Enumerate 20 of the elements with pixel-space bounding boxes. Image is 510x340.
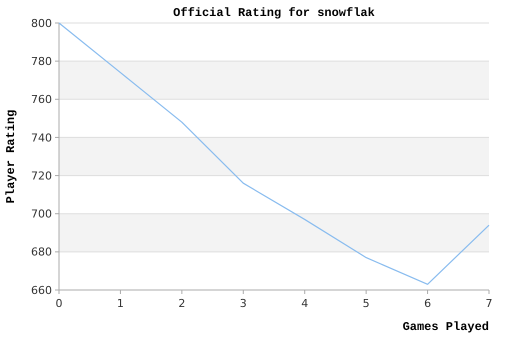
y-tick-label: 680: [31, 246, 52, 259]
x-tick-label: 3: [240, 297, 247, 310]
y-tick-label: 660: [31, 284, 52, 297]
y-axis-title: Player Rating: [4, 110, 18, 204]
x-tick-label: 0: [56, 297, 62, 310]
y-tick-label: 740: [31, 131, 52, 144]
x-tick-label: 2: [178, 297, 186, 310]
y-tick-label: 800: [31, 16, 52, 30]
x-tick-label: 6: [424, 297, 432, 310]
y-tick-label: 780: [31, 54, 52, 68]
y-tick-label: 760: [31, 93, 52, 106]
x-axis-title: Games Played: [402, 320, 489, 334]
x-tick-label: 1: [116, 297, 124, 310]
y-tick-label: 700: [31, 208, 52, 221]
x-tick-label: 7: [486, 297, 492, 310]
x-tick-label: 4: [301, 297, 308, 310]
chart-title: Official Rating for snowflak: [173, 6, 375, 20]
line-series: [58, 22, 490, 285]
y-tick-label: 720: [31, 169, 52, 182]
x-tick-label: 5: [362, 297, 370, 310]
